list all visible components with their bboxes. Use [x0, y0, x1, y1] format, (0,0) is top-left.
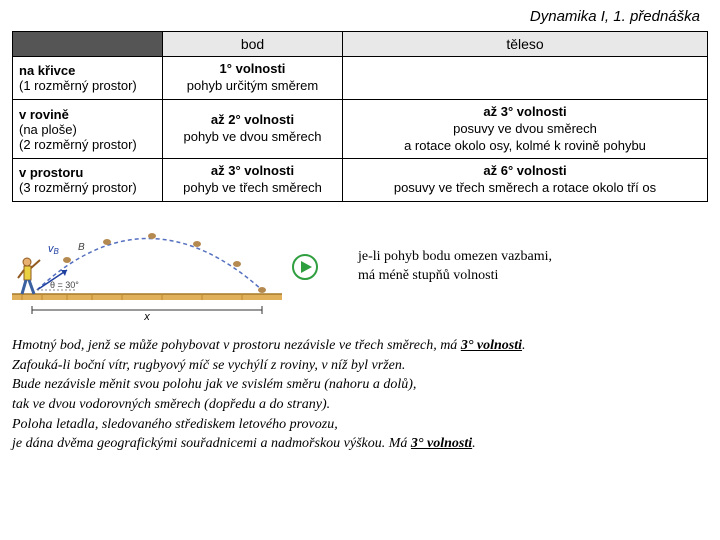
row3-bod-bold: až 3° volnosti	[211, 163, 294, 178]
note-line2: má méně stupňů volnosti	[358, 268, 498, 283]
x-label: x	[143, 311, 150, 322]
header-bod: bod	[163, 32, 343, 57]
row2-bod-sub: pohyb ve dvou směrech	[183, 129, 321, 144]
trajectory-diagram: x vB B θ = 30°	[12, 212, 282, 322]
row2-teleso-bold: až 3° volnosti	[483, 104, 566, 119]
row1-bod: 1° volnosti pohyb určitým směrem	[163, 57, 343, 100]
row3-teleso-bold: až 6° volnosti	[483, 163, 566, 178]
row2-teleso: až 3° volnosti posuvy ve dvou směrech a …	[343, 99, 708, 159]
row1-label-bold: na křivce	[19, 63, 75, 78]
row3-label-bold: v prostoru	[19, 165, 83, 180]
row3-bod: až 3° volnosti pohyb ve třech směrech	[163, 159, 343, 202]
table-row: v rovině (na ploše) (2 rozměrný prostor)…	[13, 99, 708, 159]
p1c: .	[522, 338, 526, 353]
row1-bod-bold: 1° volnosti	[220, 61, 286, 76]
table-header-row: bod těleso	[13, 32, 708, 57]
row2-teleso-sub1: posuvy ve dvou směrech	[453, 121, 597, 136]
p2: Zafouká-li boční vítr, rugbyový míč se v…	[12, 358, 405, 373]
p1a: Hmotný bod, jenž se může pohybovat v pro…	[12, 338, 461, 353]
header-blank	[13, 32, 163, 57]
p6a: je dána dvěma geografickými souřadnicemi…	[12, 436, 411, 451]
p1b: 3° volnosti	[461, 338, 522, 353]
row3-bod-sub: pohyb ve třech směrech	[183, 180, 322, 195]
row2-label-sub2: (2 rozměrný prostor)	[19, 137, 137, 152]
row3-label: v prostoru (3 rozměrný prostor)	[13, 159, 163, 202]
table-row: na křivce (1 rozměrný prostor) 1° volnos…	[13, 57, 708, 100]
row2-bod: až 2° volnosti pohyb ve dvou směrech	[163, 99, 343, 159]
row2-label-bold: v rovině	[19, 107, 69, 122]
p6b: 3° volnosti	[411, 436, 472, 451]
row3-teleso: až 6° volnosti posuvy ve třech směrech a…	[343, 159, 708, 202]
row2-teleso-sub2: a rotace okolo osy, kolmé k rovině pohyb…	[404, 138, 646, 153]
row2-label-sub1: (na ploše)	[19, 122, 77, 137]
p6c: .	[472, 436, 476, 451]
row1-bod-sub: pohyb určitým směrem	[187, 78, 318, 93]
svg-text:B: B	[78, 242, 85, 253]
row3-teleso-sub: posuvy ve třech směrech a rotace okolo t…	[394, 180, 656, 195]
note-line1: je-li pohyb bodu omezen vazbami,	[358, 249, 552, 264]
body-paragraph: Hmotný bod, jenž se může pohybovat v pro…	[12, 336, 708, 454]
constraint-note: je-li pohyb bodu omezen vazbami, má méně…	[358, 248, 552, 286]
lecture-header: Dynamika I, 1. přednáška	[12, 8, 708, 25]
play-icon[interactable]	[292, 254, 318, 280]
dof-table: bod těleso na křivce (1 rozměrný prostor…	[12, 31, 708, 202]
p3: Bude nezávisle měnit svou polohu jak ve …	[12, 377, 416, 392]
row2-label: v rovině (na ploše) (2 rozměrný prostor)	[13, 99, 163, 159]
row2-bod-bold: až 2° volnosti	[211, 112, 294, 127]
p5: Poloha letadla, sledovaného střediskem l…	[12, 417, 338, 432]
svg-text:vB: vB	[48, 243, 60, 256]
angle-label: θ = 30°	[50, 280, 79, 290]
row1-label: na křivce (1 rozměrný prostor)	[13, 57, 163, 100]
row1-teleso	[343, 57, 708, 100]
p4: tak ve dvou vodorovných směrech (dopředu…	[12, 397, 330, 412]
row1-label-sub: (1 rozměrný prostor)	[19, 78, 137, 93]
row3-label-sub: (3 rozměrný prostor)	[19, 180, 137, 195]
header-teleso: těleso	[343, 32, 708, 57]
table-row: v prostoru (3 rozměrný prostor) až 3° vo…	[13, 159, 708, 202]
